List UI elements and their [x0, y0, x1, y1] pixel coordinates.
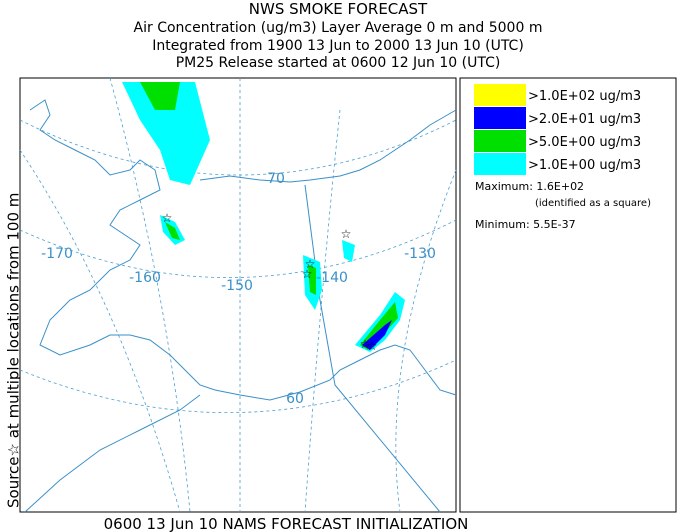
legend-label: >1.0E+00 ug/m3 — [528, 158, 641, 173]
svg-text:☆: ☆ — [305, 257, 316, 271]
subtitle: Air Concentration (ug/m3) Layer Average … — [134, 20, 543, 36]
legend-label: >2.0E+01 ug/m3 — [528, 112, 641, 127]
subtitle: PM25 Release started at 0600 12 Jun 10 (… — [176, 55, 501, 71]
legend-swatch — [474, 153, 526, 175]
svg-text:☆: ☆ — [341, 227, 352, 241]
legend-swatch — [474, 130, 526, 152]
legend: >1.0E+02 ug/m3 >2.0E+01 ug/m3 >5.0E+00 ug/… — [474, 84, 641, 175]
footer: 0600 13 Jun 10 NAMS FORECAST INITIALIZAT… — [104, 515, 469, 532]
minimum: Minimum: 5.5E-37 — [475, 218, 576, 231]
graticule — [19, 77, 457, 513]
legend-label: >1.0E+02 ug/m3 — [528, 89, 641, 104]
svg-text:☆: ☆ — [367, 339, 378, 353]
svg-text:☆: ☆ — [302, 267, 313, 281]
maximum: Maximum: 1.6E+02 — [475, 180, 584, 193]
sources: ☆☆☆ ☆☆☆ — [162, 211, 378, 353]
coastline — [24, 99, 457, 513]
title: NWS SMOKE FORECAST — [249, 0, 428, 18]
subtitle: Integrated from 1900 13 Jun to 2000 13 J… — [152, 38, 524, 54]
legend-label: >5.0E+00 ug/m3 — [528, 135, 641, 150]
map-frame — [19, 77, 457, 513]
grid-label: -140 — [316, 270, 348, 286]
grid-label: -160 — [129, 270, 161, 286]
grid-label: 60 — [286, 391, 304, 407]
svg-text:☆: ☆ — [162, 211, 173, 225]
smoke-plumes — [122, 82, 405, 352]
svg-text:☆: ☆ — [360, 337, 371, 351]
maximum-note: (identified as a square) — [535, 198, 651, 209]
grid-label: -170 — [41, 246, 73, 262]
grid-label: -130 — [404, 246, 436, 262]
side-label: Source☆ at multiple locations from 100 m — [5, 193, 23, 508]
legend-swatch — [474, 84, 526, 106]
grid-label: -150 — [221, 278, 253, 294]
legend-swatch — [474, 107, 526, 129]
grid-label: 70 — [267, 171, 285, 187]
